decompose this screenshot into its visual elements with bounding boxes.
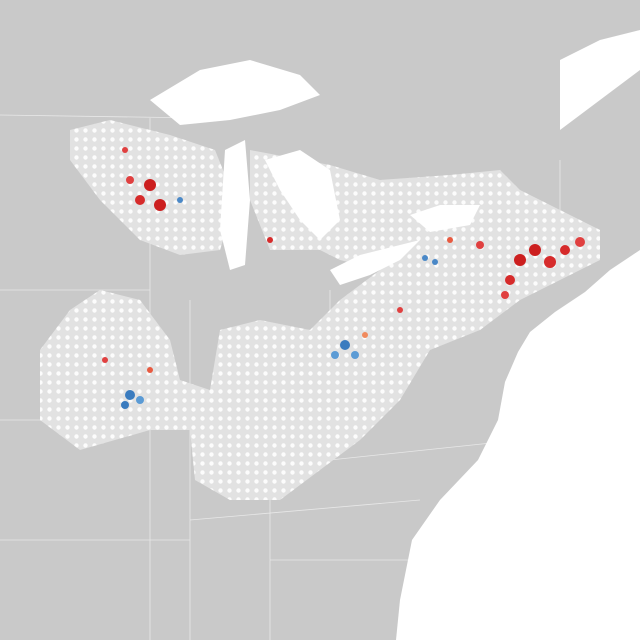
- dot: [126, 176, 134, 184]
- dot: [125, 390, 135, 400]
- dot: [144, 179, 156, 191]
- dot: [362, 332, 368, 338]
- water: [150, 30, 640, 640]
- dot: [154, 199, 166, 211]
- dot: [544, 256, 556, 268]
- dot: [397, 307, 403, 313]
- dot: [422, 255, 428, 261]
- dot: [560, 245, 570, 255]
- dot: [575, 237, 585, 247]
- dot: [505, 275, 515, 285]
- dot: [340, 340, 350, 350]
- dot: [514, 254, 526, 266]
- dot: [501, 291, 509, 299]
- dot: [476, 241, 484, 249]
- dot: [136, 396, 144, 404]
- dot: [331, 351, 339, 359]
- dot: [529, 244, 541, 256]
- dot: [267, 237, 273, 243]
- dot: [351, 351, 359, 359]
- dot: [121, 401, 129, 409]
- dot: [102, 357, 108, 363]
- dot: [177, 197, 183, 203]
- dot: [122, 147, 128, 153]
- dot: [147, 367, 153, 373]
- change-dots: [102, 147, 585, 409]
- dot: [135, 195, 145, 205]
- dot: [432, 259, 438, 265]
- dot: [447, 237, 453, 243]
